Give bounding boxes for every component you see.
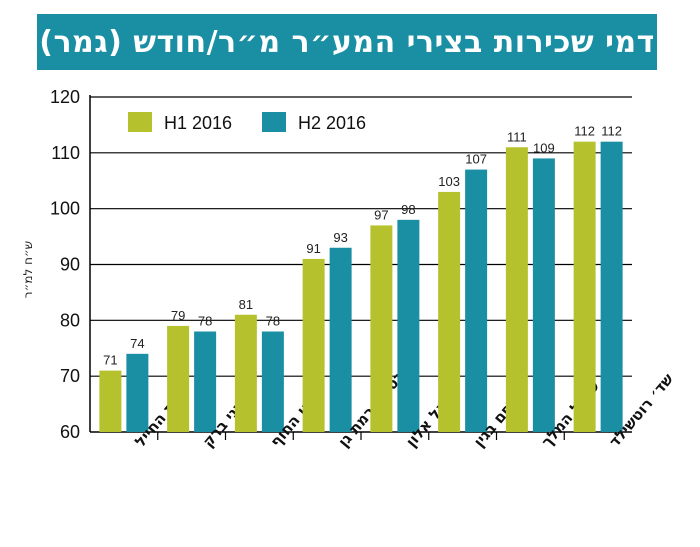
bar-value-label: 78: [266, 314, 280, 329]
y-tick-label: 120: [50, 87, 80, 107]
y-tick-label: 90: [60, 255, 80, 275]
bar-value-label: 74: [130, 336, 144, 351]
bar-h1: [438, 191, 461, 432]
bar-h2: [532, 158, 555, 432]
bar-value-label: 71: [103, 353, 117, 368]
bar-h1: [234, 314, 257, 432]
y-tick-label: 100: [50, 199, 80, 219]
bar-h2: [600, 141, 623, 432]
y-tick-label: 70: [60, 366, 80, 386]
bar-h2: [126, 353, 149, 432]
bar-value-label: 91: [306, 241, 320, 256]
bar-h2: [261, 331, 284, 432]
bar-h2: [465, 169, 488, 433]
bar-h1: [99, 370, 122, 432]
legend-label: H2 2016: [298, 113, 366, 133]
legend-label: H1 2016: [164, 113, 232, 133]
bar-h1: [167, 325, 190, 432]
bar-h2: [194, 331, 217, 432]
bar-value-label: 98: [401, 202, 415, 217]
bar-h1: [302, 258, 325, 432]
bar-value-label: 103: [438, 174, 460, 189]
y-tick-label: 80: [60, 310, 80, 330]
bar-value-label: 93: [333, 230, 347, 245]
legend-swatch: [128, 112, 152, 132]
y-tick-label: 110: [51, 143, 80, 163]
bar-value-label: 97: [374, 207, 388, 222]
bar-value-label: 107: [465, 152, 487, 167]
bar-value-label: 111: [507, 129, 527, 144]
bar-value-label: 81: [239, 297, 253, 312]
y-tick-label: 60: [60, 422, 80, 442]
bar-value-label: 78: [198, 314, 212, 329]
bar-h1: [505, 147, 528, 432]
legend-swatch: [262, 112, 286, 132]
y-axis-label: ש״ח למ״ר: [21, 241, 35, 298]
bar-value-label: 112: [574, 124, 595, 139]
bar-value-label: 79: [171, 308, 185, 323]
bar-h2: [397, 219, 420, 432]
bar-value-label: 109: [533, 140, 555, 155]
chart-title: דמי שכירות בצירי המע״ר מ״ר/חודש (גמר): [39, 24, 655, 60]
bar-value-label: 112: [601, 124, 622, 139]
bar-h1: [370, 225, 393, 432]
bar-h2: [329, 247, 352, 432]
chart-title-bar: דמי שכירות בצירי המע״ר מ״ר/חודש (גמר): [37, 14, 657, 70]
bar-h1: [573, 141, 596, 432]
